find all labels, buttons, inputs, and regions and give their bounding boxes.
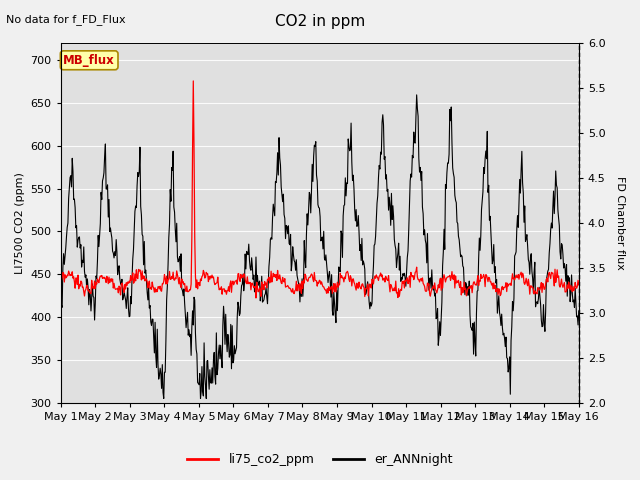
Y-axis label: FD Chamber flux: FD Chamber flux [615, 176, 625, 270]
Text: MB_flux: MB_flux [63, 54, 115, 67]
Legend: li75_co2_ppm, er_ANNnight: li75_co2_ppm, er_ANNnight [182, 448, 458, 471]
Y-axis label: LI7500 CO2 (ppm): LI7500 CO2 (ppm) [15, 172, 25, 274]
Text: CO2 in ppm: CO2 in ppm [275, 14, 365, 29]
Text: No data for f_FD_Flux: No data for f_FD_Flux [6, 14, 126, 25]
